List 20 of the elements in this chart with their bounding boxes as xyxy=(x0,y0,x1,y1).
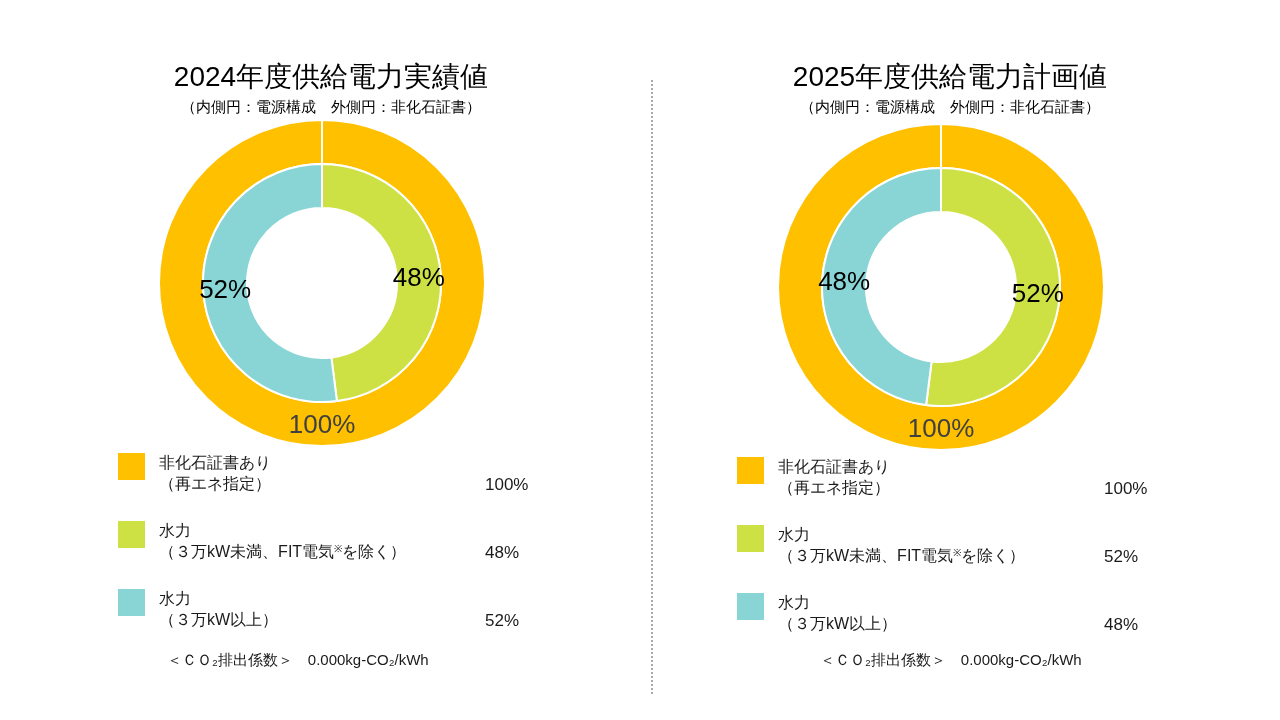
legend-label: 水力（３万kW未満、FIT電気$^{※}$を除く） xyxy=(778,526,1026,564)
legend-value: 48% xyxy=(485,543,520,562)
legend-label: 水力（３万kW以上） xyxy=(159,590,279,628)
legend-value: 52% xyxy=(485,611,520,630)
legend-label: 非化石証書あり（再エネ指定） xyxy=(778,458,890,496)
legend-value: 52% xyxy=(1104,547,1139,566)
data-label: 100% xyxy=(288,409,356,439)
legend-label: 水力（３万kW未満、FIT電気$^{※}$を除く） xyxy=(159,522,407,560)
data-label: 100% xyxy=(907,413,975,443)
legend-label: 水力（３万kW以上） xyxy=(778,594,898,632)
subtitle: （内側円：電源構成 外側円：非化石証書） xyxy=(181,98,481,115)
title: 2025年度供給電力計画値 xyxy=(792,61,1108,92)
legend-value: 48% xyxy=(1104,615,1139,634)
legend-value: 100% xyxy=(1104,479,1148,498)
title: 2024年度供給電力実績値 xyxy=(173,61,489,92)
annotation: ＜ＣＯ₂排出係数＞ 0.000kg-CO₂/kWh xyxy=(167,651,429,668)
legend-label: 非化石証書あり（再エネ指定） xyxy=(159,454,271,492)
legend-value: 100% xyxy=(485,475,529,494)
annotation: ＜ＣＯ₂排出係数＞ 0.000kg-CO₂/kWh xyxy=(820,651,1082,668)
subtitle: （内側円：電源構成 外側円：非化石証書） xyxy=(800,98,1100,115)
